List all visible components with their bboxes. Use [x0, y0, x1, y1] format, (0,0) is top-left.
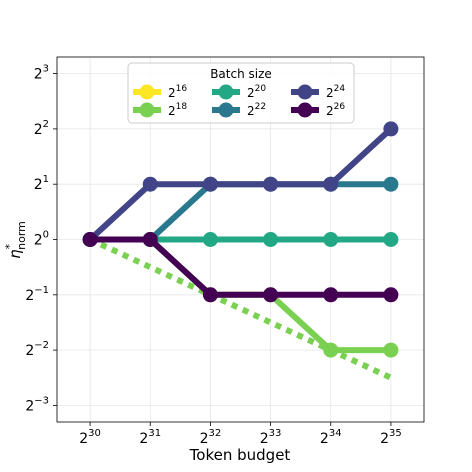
- legend-label: 224: [326, 84, 345, 100]
- data-point: [323, 342, 339, 358]
- data-point: [383, 232, 399, 247]
- x-tick-label: 233: [260, 428, 282, 447]
- data-point: [142, 176, 158, 192]
- legend-label: 222: [247, 102, 266, 118]
- series-line-2-24: [88, 126, 393, 242]
- legend: Batch size 216 218 220 222 224 226: [127, 62, 355, 124]
- data-point: [383, 121, 399, 137]
- data-point: [263, 176, 279, 192]
- data-point: [323, 232, 339, 247]
- data-point: [383, 287, 399, 303]
- svg-text:η*norm: η*norm: [3, 221, 28, 259]
- data-point: [383, 176, 399, 192]
- legend-swatch-marker: [297, 102, 313, 118]
- y-tick-label: 2−3: [25, 395, 49, 414]
- legend-title: Batch size: [210, 67, 272, 81]
- y-tick-label: 21: [34, 174, 49, 193]
- y-tick-label: 2−2: [25, 340, 49, 359]
- y-axis-label-sup: *: [3, 243, 16, 249]
- tick-labels: 230 231 232 233 234 235 2−3 2−2 2−1 20 21 22 23: [25, 64, 401, 447]
- legend-swatch-marker: [139, 102, 155, 118]
- y-axis-label-sub: norm: [15, 221, 28, 250]
- legend-label: 220: [247, 84, 266, 100]
- legend-label: 218: [168, 102, 187, 118]
- y-tick-label: 20: [34, 230, 49, 249]
- data-point: [202, 232, 218, 247]
- data-point: [263, 232, 279, 247]
- x-tick-label: 235: [380, 428, 402, 447]
- data-point: [82, 232, 98, 247]
- x-tick-label: 232: [200, 428, 222, 447]
- y-axis-label-main: η: [6, 249, 24, 259]
- data-point: [323, 176, 339, 192]
- x-tick-label: 231: [139, 428, 161, 447]
- legend-entry: 224: [291, 84, 345, 100]
- series-group: [82, 121, 399, 358]
- x-tick-label: 230: [79, 428, 101, 447]
- x-tick-label: 234: [320, 428, 342, 447]
- y-axis-label: η*norm: [3, 221, 28, 259]
- data-point: [263, 287, 279, 303]
- data-point: [323, 287, 339, 303]
- legend-swatch-marker: [218, 102, 234, 118]
- series-line-2-26: [90, 236, 391, 298]
- y-tick-label: 22: [34, 119, 49, 138]
- data-point: [202, 176, 218, 192]
- legend-swatch-marker: [139, 84, 155, 100]
- legend-swatch-marker: [297, 84, 313, 100]
- legend-entry: 216: [133, 84, 187, 100]
- legend-entry: 218: [133, 102, 187, 118]
- data-point: [383, 342, 399, 358]
- legend-entry: 220: [212, 84, 266, 100]
- y-tick-label: 23: [34, 64, 49, 83]
- legend-entry: 222: [212, 102, 266, 118]
- ticks: [53, 73, 392, 426]
- legend-swatch-marker: [218, 84, 234, 100]
- legend-label: 216: [168, 84, 187, 100]
- y-tick-label: 2−1: [25, 285, 49, 304]
- legend-label: 226: [326, 102, 345, 118]
- data-point: [142, 232, 158, 247]
- data-point: [202, 287, 218, 303]
- x-axis-label: Token budget: [189, 446, 291, 464]
- legend-entry: 226: [291, 102, 345, 118]
